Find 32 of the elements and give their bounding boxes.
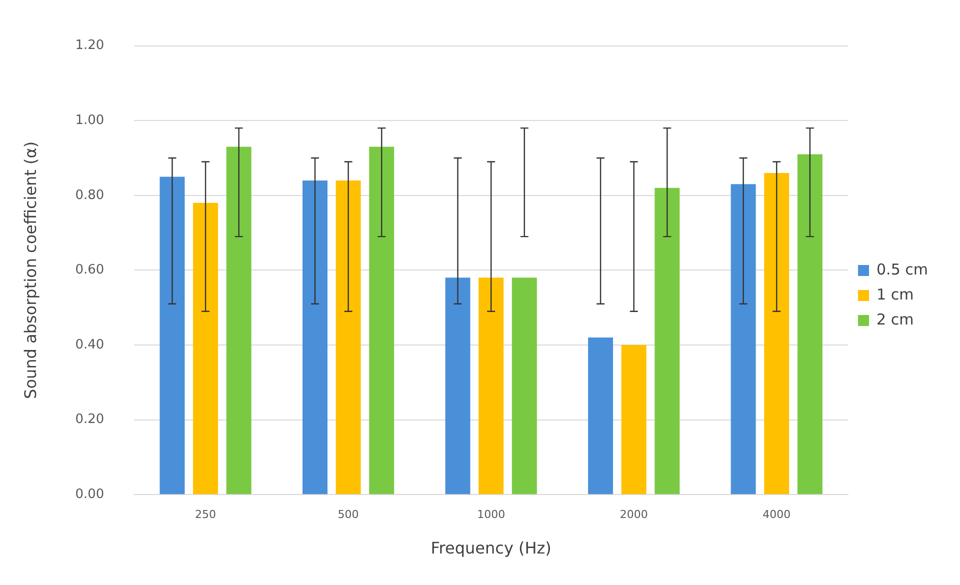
bar: [478, 278, 504, 494]
x-tick-label: 2000: [620, 508, 648, 522]
y-tick-label: 1.20: [75, 38, 104, 54]
bar: [797, 154, 822, 494]
bar: [512, 278, 537, 494]
legend-label: 1 cm: [876, 285, 914, 304]
x-tick-label: 250: [195, 508, 216, 522]
y-tick-label: 0.00: [75, 486, 104, 502]
bar: [160, 176, 185, 494]
bar: [445, 278, 470, 494]
y-axis-title: Sound absorption coefficient (α): [20, 141, 40, 399]
bar: [621, 345, 646, 494]
bar: [369, 146, 394, 494]
legend-label: 0.5 cm: [876, 260, 928, 278]
x-tick-label: 4000: [762, 508, 791, 522]
y-tick-label: 1.00: [75, 112, 104, 128]
x-axis-title: Frequency (Hz): [430, 538, 552, 558]
y-tick-label: 0.80: [75, 188, 104, 203]
bar: [226, 146, 252, 494]
bar: [336, 180, 361, 494]
y-tick-label: 0.60: [75, 262, 104, 278]
bar: [588, 338, 614, 494]
x-tick-label: 500: [338, 508, 359, 522]
legend-label: 2 cm: [876, 310, 914, 328]
x-tick-label: 1000: [477, 508, 506, 522]
y-tick-label: 0.40: [75, 337, 104, 352]
bar: [193, 202, 218, 494]
bar: [654, 188, 680, 494]
bar: [730, 184, 756, 494]
bar: [764, 172, 790, 494]
y-tick-label: 0.20: [75, 412, 104, 428]
bar: [302, 180, 328, 494]
